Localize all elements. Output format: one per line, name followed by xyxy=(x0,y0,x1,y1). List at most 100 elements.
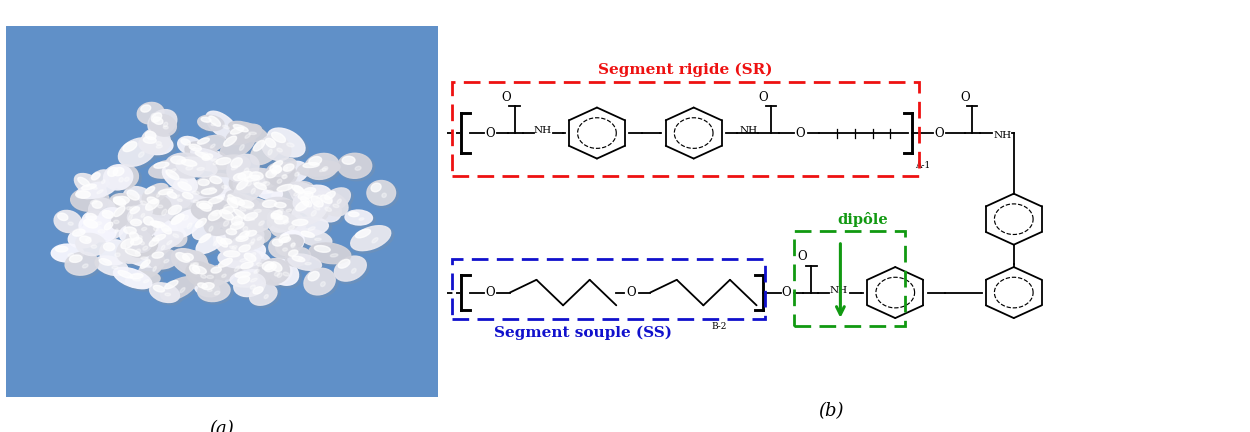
Ellipse shape xyxy=(244,253,256,262)
Ellipse shape xyxy=(171,214,184,224)
Ellipse shape xyxy=(228,194,262,217)
Ellipse shape xyxy=(299,257,302,260)
Ellipse shape xyxy=(211,155,250,177)
Ellipse shape xyxy=(196,282,222,299)
Ellipse shape xyxy=(250,278,258,282)
Ellipse shape xyxy=(228,192,254,216)
Ellipse shape xyxy=(186,166,192,170)
Ellipse shape xyxy=(275,231,304,255)
Ellipse shape xyxy=(179,138,206,157)
Ellipse shape xyxy=(235,272,250,277)
Ellipse shape xyxy=(262,200,276,207)
Ellipse shape xyxy=(144,280,149,283)
Ellipse shape xyxy=(304,187,316,194)
Ellipse shape xyxy=(235,176,268,206)
Ellipse shape xyxy=(268,207,298,232)
Ellipse shape xyxy=(253,181,285,202)
Ellipse shape xyxy=(125,249,140,256)
Ellipse shape xyxy=(234,168,271,192)
Ellipse shape xyxy=(213,210,220,214)
Ellipse shape xyxy=(86,213,96,220)
Ellipse shape xyxy=(228,195,236,203)
Ellipse shape xyxy=(200,153,230,173)
Ellipse shape xyxy=(75,174,106,198)
Text: (b): (b) xyxy=(818,402,844,420)
Ellipse shape xyxy=(192,149,232,172)
Text: O: O xyxy=(960,91,970,104)
Ellipse shape xyxy=(191,263,198,267)
Ellipse shape xyxy=(288,218,331,239)
Ellipse shape xyxy=(289,250,298,256)
Ellipse shape xyxy=(216,236,246,254)
Ellipse shape xyxy=(125,272,160,288)
Ellipse shape xyxy=(295,172,299,176)
Ellipse shape xyxy=(205,208,244,238)
Ellipse shape xyxy=(315,238,321,241)
Ellipse shape xyxy=(382,193,386,197)
Ellipse shape xyxy=(214,161,218,165)
Ellipse shape xyxy=(272,239,282,246)
Ellipse shape xyxy=(246,170,284,196)
Ellipse shape xyxy=(245,169,281,194)
Ellipse shape xyxy=(76,175,109,200)
Ellipse shape xyxy=(142,246,148,250)
Ellipse shape xyxy=(138,256,165,279)
Ellipse shape xyxy=(166,154,209,181)
Ellipse shape xyxy=(180,252,210,276)
Ellipse shape xyxy=(296,229,331,247)
Ellipse shape xyxy=(238,172,252,179)
Ellipse shape xyxy=(55,212,85,235)
Ellipse shape xyxy=(91,186,98,189)
Ellipse shape xyxy=(188,263,225,286)
Ellipse shape xyxy=(186,143,220,164)
Ellipse shape xyxy=(176,253,190,262)
Ellipse shape xyxy=(76,191,90,198)
Ellipse shape xyxy=(291,185,304,193)
Ellipse shape xyxy=(151,284,182,305)
Ellipse shape xyxy=(221,185,228,188)
Ellipse shape xyxy=(213,156,254,179)
Ellipse shape xyxy=(332,204,339,207)
Ellipse shape xyxy=(229,215,260,241)
Ellipse shape xyxy=(140,257,168,281)
Ellipse shape xyxy=(201,188,216,194)
Ellipse shape xyxy=(150,251,181,271)
Ellipse shape xyxy=(190,265,200,274)
Ellipse shape xyxy=(231,271,272,289)
Ellipse shape xyxy=(182,192,192,199)
Text: NH: NH xyxy=(740,126,758,135)
Ellipse shape xyxy=(235,221,242,225)
Ellipse shape xyxy=(81,184,96,190)
Ellipse shape xyxy=(52,245,86,264)
Ellipse shape xyxy=(148,110,176,135)
Ellipse shape xyxy=(217,248,260,268)
Ellipse shape xyxy=(115,229,118,233)
Ellipse shape xyxy=(222,125,229,129)
Ellipse shape xyxy=(251,188,255,194)
Ellipse shape xyxy=(289,182,320,204)
Ellipse shape xyxy=(90,171,115,192)
Ellipse shape xyxy=(305,263,311,265)
Ellipse shape xyxy=(244,168,249,173)
Ellipse shape xyxy=(240,175,282,193)
Ellipse shape xyxy=(211,123,216,126)
Ellipse shape xyxy=(224,194,254,221)
Ellipse shape xyxy=(311,196,324,207)
Ellipse shape xyxy=(278,184,292,191)
Ellipse shape xyxy=(198,115,224,130)
Ellipse shape xyxy=(282,175,286,179)
Ellipse shape xyxy=(125,177,129,181)
Ellipse shape xyxy=(160,222,190,249)
Ellipse shape xyxy=(280,161,309,183)
Ellipse shape xyxy=(262,167,291,191)
Ellipse shape xyxy=(294,188,333,213)
Ellipse shape xyxy=(272,181,314,202)
Ellipse shape xyxy=(251,239,255,243)
Ellipse shape xyxy=(107,194,150,218)
Ellipse shape xyxy=(230,172,265,195)
Ellipse shape xyxy=(240,250,272,274)
Ellipse shape xyxy=(127,236,160,260)
Ellipse shape xyxy=(179,190,206,209)
Ellipse shape xyxy=(236,236,249,241)
Ellipse shape xyxy=(270,158,296,176)
